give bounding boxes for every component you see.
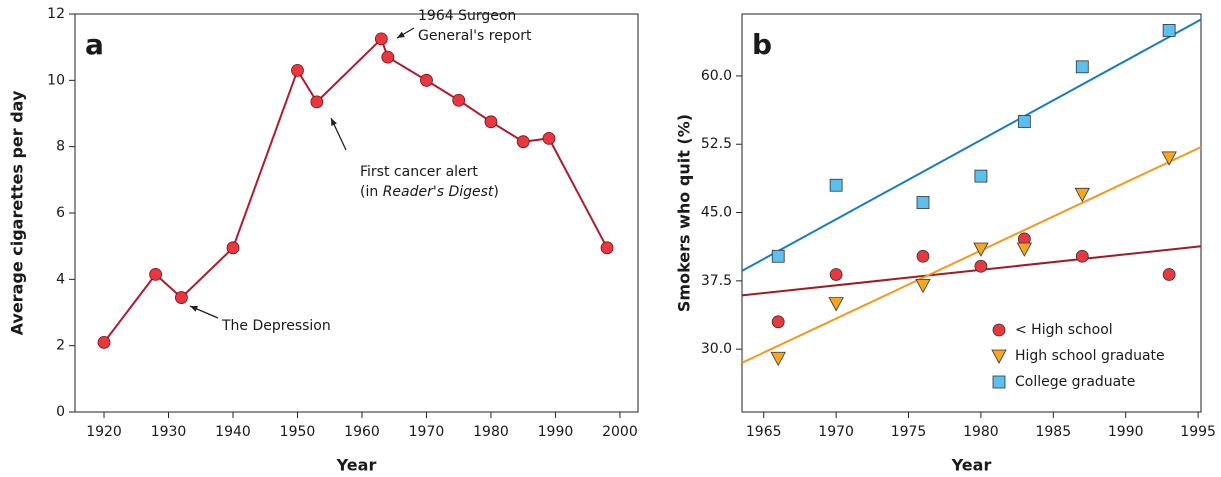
legend-label: High school graduate: [1015, 348, 1165, 364]
y-tick-label: 2: [56, 338, 65, 354]
x-tick-label: 1920: [86, 424, 122, 440]
x-tick-label: 1940: [215, 424, 251, 440]
legend-label: < High school: [1015, 322, 1113, 338]
x-tick-label: 1930: [151, 424, 187, 440]
arrow-head: [190, 306, 198, 312]
y-axis-label: Average cigarettes per day: [8, 90, 27, 335]
marker: [771, 315, 785, 329]
marker: [1075, 249, 1089, 263]
y-tick-label: 10: [47, 72, 65, 88]
annotation: First cancer alert (in Reader's Digest): [360, 164, 499, 200]
y-tick-label: 0: [56, 404, 65, 420]
annotation-text: The Depression: [221, 318, 331, 334]
marker: [226, 241, 240, 255]
panel-label: b: [752, 28, 772, 61]
marker: [175, 291, 188, 304]
arrow-head: [331, 118, 337, 126]
marker: [516, 135, 530, 149]
marker: [771, 249, 785, 263]
marker: [291, 63, 304, 77]
marker: [1161, 151, 1177, 166]
marker: [149, 267, 163, 281]
marker: [992, 323, 1006, 337]
marker: [381, 50, 395, 64]
legend-label: College graduate: [1015, 374, 1135, 390]
x-tick-label: 1970: [818, 424, 854, 440]
marker: [420, 73, 433, 87]
y-tick-label: 8: [56, 139, 65, 155]
y-axis-label: Smokers who quit (%): [675, 114, 694, 312]
annotation-text: (in: [360, 184, 383, 200]
marker: [310, 95, 324, 109]
x-axis-label: Year: [336, 456, 377, 475]
marker: [916, 196, 930, 209]
x-axis-label: Year: [951, 456, 992, 475]
fit-line: [741, 18, 1202, 272]
y-tick-label: 4: [56, 271, 65, 287]
marker: [974, 259, 988, 273]
x-tick-label: 1980: [473, 424, 509, 440]
annotation: 1964 Surgeon General's report: [418, 8, 532, 44]
annotation: The Depression: [221, 318, 331, 334]
marker: [600, 241, 614, 255]
marker: [770, 351, 786, 367]
y-tick-label: 30.0: [701, 341, 732, 357]
x-tick-label: 1990: [1108, 424, 1144, 440]
x-tick-label: 1995: [1180, 424, 1216, 440]
annotation-text: First cancer alert: [360, 164, 478, 180]
marker: [1017, 115, 1031, 128]
y-tick-label: 60.0: [701, 68, 732, 84]
marker: [829, 178, 843, 192]
y-tick-label: 12: [47, 6, 65, 22]
arrow-head: [397, 31, 405, 38]
x-tick-label: 1985: [1035, 424, 1071, 440]
marker: [991, 349, 1007, 364]
marker: [992, 375, 1006, 389]
y-tick-label: 37.5: [701, 273, 732, 289]
marker: [915, 279, 931, 294]
marker: [973, 242, 989, 257]
fit-line: [741, 245, 1202, 297]
marker: [829, 268, 843, 281]
marker: [1016, 242, 1033, 257]
annotation-text: 1964 Surgeon: [418, 8, 516, 24]
y-tick-label: 6: [56, 205, 65, 221]
y-tick-label: 45.0: [701, 205, 732, 221]
x-tick-label: 1960: [344, 424, 380, 440]
marker: [452, 93, 466, 107]
x-tick-label: 1970: [409, 424, 445, 440]
marker: [974, 169, 988, 183]
marker: [916, 249, 930, 263]
x-tick-label: 1950: [280, 424, 316, 440]
x-tick-label: 2000: [602, 424, 638, 440]
marker: [1162, 268, 1176, 281]
marker: [1074, 187, 1090, 203]
plot-frame: [74, 13, 639, 413]
annotation-text: Reader's Digest: [383, 184, 494, 200]
marker: [484, 115, 498, 129]
marker: [828, 297, 844, 312]
x-tick-label: 1965: [746, 424, 782, 440]
y-tick-label: 52.5: [701, 136, 732, 152]
marker: [1162, 23, 1176, 37]
annotation-text: ): [493, 184, 498, 200]
marker: [542, 131, 556, 145]
annotation-text: General's report: [418, 28, 532, 44]
x-tick-label: 1975: [891, 424, 927, 440]
marker: [1075, 60, 1089, 74]
x-tick-label: 1980: [963, 424, 999, 440]
marker: [97, 335, 111, 349]
x-tick-label: 1990: [538, 424, 574, 440]
marker: [374, 32, 388, 46]
fit-line: [741, 146, 1202, 364]
panel-label: a: [85, 28, 104, 61]
